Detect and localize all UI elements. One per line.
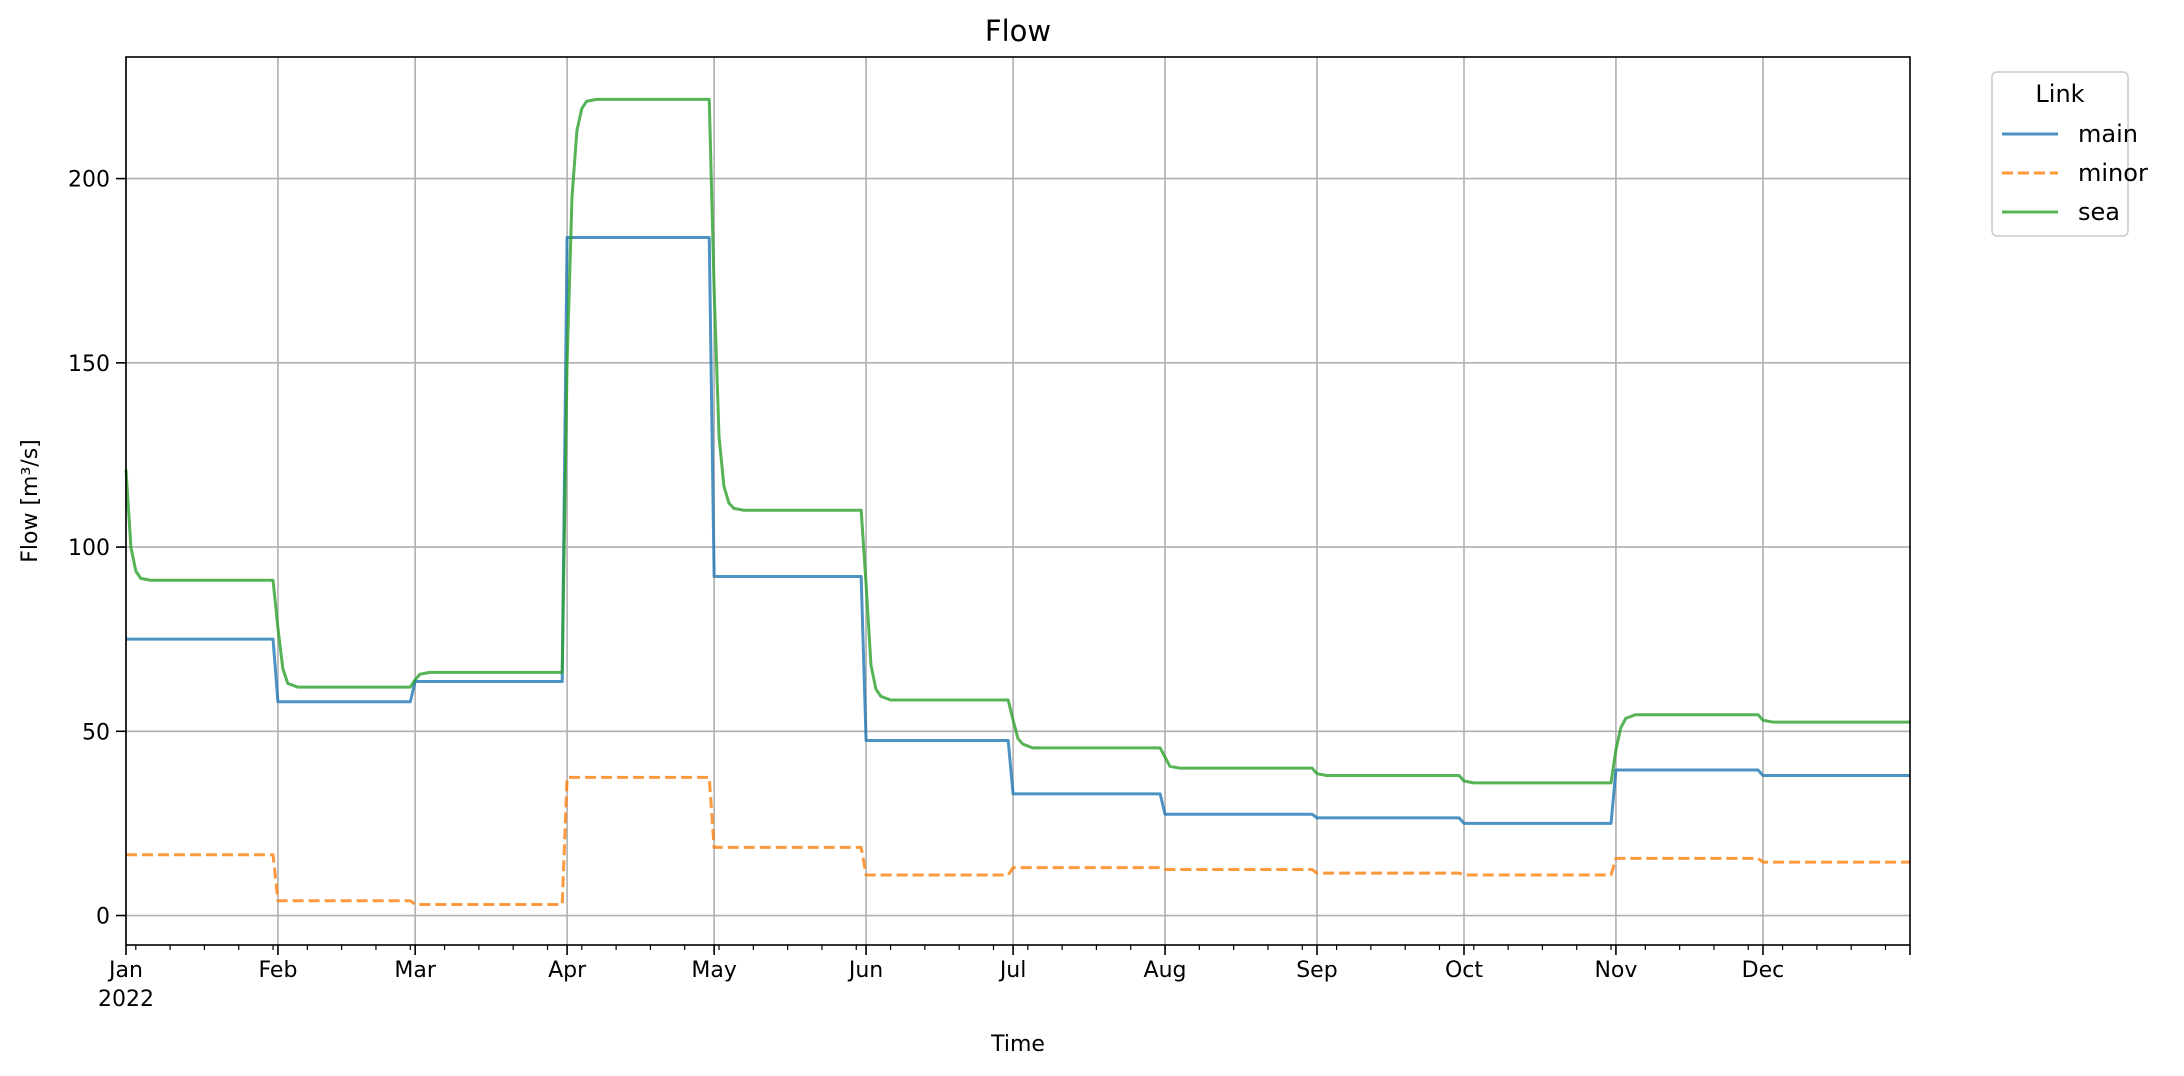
legend-title: Link [2035,80,2084,108]
y-tick-label: 100 [68,536,110,561]
legend-label-minor: minor [2078,159,2148,187]
y-axis-label: Flow [m³/s] [18,439,43,563]
y-axis: 0 50 100 150 200 [68,168,126,930]
x-tick-label: Feb [258,958,297,983]
x-tick-label: Mar [394,958,436,983]
series-line-minor [126,775,1910,906]
grid [125,57,1910,945]
x-tick-label: Sep [1296,958,1337,983]
legend-label-main: main [2078,120,2138,148]
plot-frame [125,56,1911,946]
series-line-sea [124,97,1910,785]
legend-entries: main minor sea [2002,120,2148,226]
series-layer [124,97,1910,906]
x-tick-label: Nov [1594,958,1637,983]
x-tick-label: Apr [548,958,587,983]
x-tick-label: Jan [107,958,143,983]
x-tick-label: Jul [998,958,1027,983]
x-tick-label: Dec [1742,958,1785,983]
y-tick-label: 50 [82,720,110,745]
series-line-main [126,236,1910,825]
legend-box [1991,71,2129,237]
y-tick-label: 150 [68,352,110,377]
x-tick-label: Oct [1445,958,1483,983]
x-year-label: 2022 [98,987,154,1012]
legend-label-sea: sea [2078,198,2120,226]
x-axis: Jan Feb Mar Apr May Jun Jul Aug Sep Oct Nov Dec [107,945,1911,983]
y-tick-label: 200 [68,168,110,193]
chart-title: Flow [985,14,1051,48]
x-tick-label: Aug [1144,958,1187,983]
x-tick-label: Jun [847,958,883,983]
legend: Link main minor sea [1991,71,2148,237]
x-axis-label: Time [990,1032,1045,1057]
y-tick-label: 0 [96,905,110,930]
x-tick-label: May [691,958,736,983]
